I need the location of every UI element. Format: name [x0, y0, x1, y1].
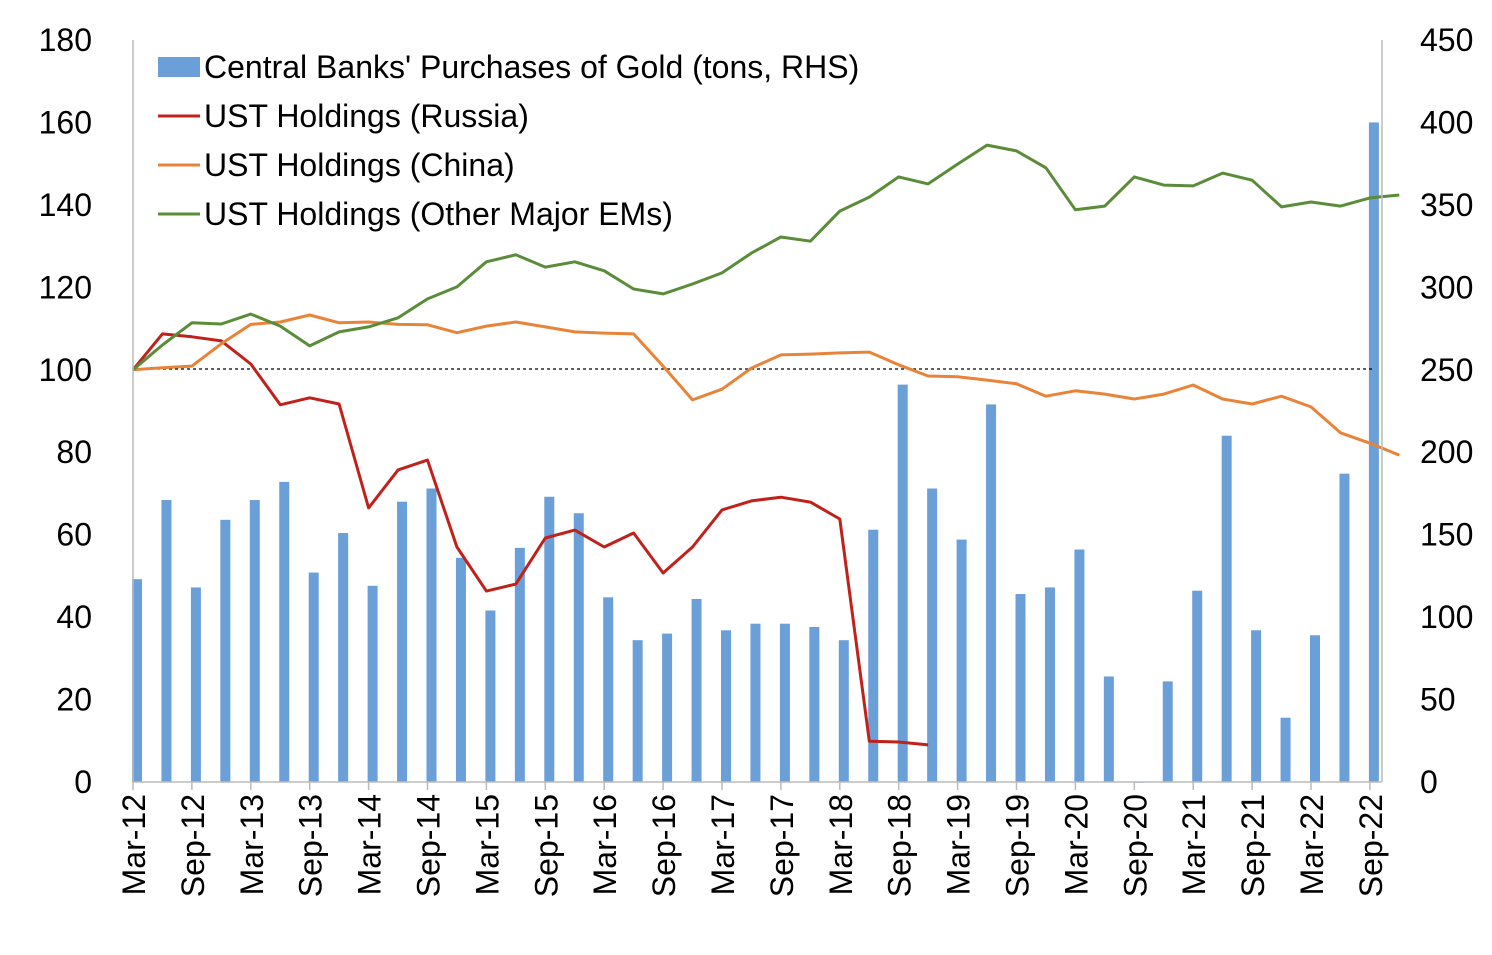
right-tick-label: 0 — [1420, 764, 1438, 800]
right-tick-label: 150 — [1420, 517, 1473, 553]
right-tick-label: 300 — [1420, 269, 1473, 305]
right-tick-label: 400 — [1420, 104, 1473, 140]
gold-bar — [1251, 630, 1262, 782]
gold-bar — [603, 597, 614, 782]
x-tick-label: Mar-18 — [823, 794, 859, 895]
right-tick-label: 250 — [1420, 352, 1473, 388]
x-tick-label: Sep-13 — [293, 794, 329, 897]
line-series — [131, 143, 1400, 747]
gold-bar — [721, 630, 731, 782]
left-tick-label: 0 — [74, 764, 92, 800]
x-tick-label: Sep-19 — [1000, 794, 1036, 897]
left-tick-label: 140 — [39, 187, 92, 223]
gold-bar — [1162, 681, 1173, 782]
x-tick-label: Sep-18 — [882, 794, 918, 897]
gold-bar — [544, 496, 555, 782]
gold-bar — [779, 623, 790, 782]
x-tick-label: Mar-21 — [1176, 794, 1212, 895]
gold-bar — [1074, 549, 1085, 782]
gold-bar — [426, 488, 437, 782]
gold-bar — [927, 488, 938, 782]
left-tick-label: 40 — [56, 599, 92, 635]
gold-bar — [632, 640, 643, 782]
gold-bar — [132, 579, 142, 782]
gold-bar — [220, 519, 231, 782]
line-ust-holdings-china- — [132, 313, 1400, 457]
x-tick-label: Sep-17 — [764, 794, 800, 897]
x-tick-label: Sep-14 — [411, 794, 447, 897]
axis-ticks: 0 20 40 60 80 100 120 140 160 180 0 50 100 150 200 250 3… — [39, 22, 1474, 897]
line-ust-holdings-russia- — [131, 332, 929, 747]
x-tick-label: Mar-15 — [469, 794, 505, 895]
gold-bar — [1015, 594, 1026, 782]
left-tick-label: 80 — [56, 434, 92, 470]
x-tick-label: Mar-14 — [352, 794, 388, 895]
left-tick-label: 180 — [39, 22, 92, 58]
gold-bar — [308, 572, 319, 782]
gold-bar — [1280, 717, 1291, 782]
legend-swatch — [158, 57, 200, 77]
legend-label: UST Holdings (Other Major EMs) — [204, 196, 673, 232]
gold-bar — [1192, 590, 1203, 782]
gold-bar — [249, 500, 260, 782]
gold-bar — [397, 501, 408, 782]
gold-bar — [279, 481, 290, 782]
gold-bar — [1044, 587, 1055, 782]
gold-bar — [662, 633, 673, 782]
gold-bar — [455, 557, 466, 782]
gold-bar — [897, 384, 908, 782]
gold-bar — [809, 627, 820, 782]
legend-label: UST Holdings (Russia) — [204, 98, 529, 134]
x-tick-label: Mar-12 — [116, 794, 152, 895]
gold-bar — [1368, 122, 1379, 782]
right-tick-label: 350 — [1420, 187, 1473, 223]
x-tick-label: Mar-20 — [1058, 794, 1094, 895]
gold-bar — [956, 539, 967, 782]
left-tick-label: 160 — [39, 104, 92, 140]
x-tick-label: Sep-22 — [1353, 794, 1389, 897]
x-tick-label: Mar-13 — [234, 794, 270, 895]
left-tick-label: 60 — [56, 517, 92, 553]
gold-bar — [485, 610, 496, 782]
gold-bar — [1339, 473, 1350, 782]
x-tick-label: Sep-20 — [1117, 794, 1153, 897]
x-tick-label: Sep-16 — [646, 794, 682, 897]
gold-bar — [367, 585, 378, 782]
legend-label: Central Banks' Purchases of Gold (tons, … — [204, 49, 859, 85]
right-tick-label: 200 — [1420, 434, 1473, 470]
gold-bar — [338, 533, 349, 782]
left-tick-label: 20 — [56, 682, 92, 718]
gold-bar — [868, 529, 879, 782]
gold-bar — [750, 623, 761, 782]
gold-bar — [691, 598, 702, 782]
x-tick-label: Sep-12 — [175, 794, 211, 897]
x-tick-label: Mar-16 — [587, 794, 623, 895]
x-tick-label: Sep-21 — [1235, 794, 1271, 897]
legend: Central Banks' Purchases of Gold (tons, … — [158, 49, 859, 232]
left-tick-label: 120 — [39, 269, 92, 305]
gold-bar — [514, 547, 525, 782]
gold-bar — [1221, 435, 1232, 782]
legend-label: UST Holdings (China) — [204, 147, 515, 183]
x-tick-label: Mar-19 — [941, 794, 977, 895]
gold-bar — [1310, 635, 1320, 782]
right-tick-label: 100 — [1420, 599, 1473, 635]
left-tick-label: 100 — [39, 352, 92, 388]
gold-bar — [838, 640, 849, 782]
right-tick-label: 50 — [1420, 682, 1456, 718]
right-tick-label: 450 — [1420, 22, 1473, 58]
x-tick-label: Mar-22 — [1294, 794, 1330, 895]
bar-series-gold — [132, 122, 1379, 783]
x-tick-label: Mar-17 — [705, 794, 741, 895]
gold-bar — [986, 404, 997, 782]
gold-bar — [573, 513, 584, 782]
x-tick-label: Sep-15 — [528, 794, 564, 897]
gold-bar — [190, 587, 201, 782]
gold-bar — [161, 500, 172, 782]
line-ust-holdings-other-major-ems- — [132, 143, 1400, 371]
gold-bar — [1103, 676, 1114, 782]
